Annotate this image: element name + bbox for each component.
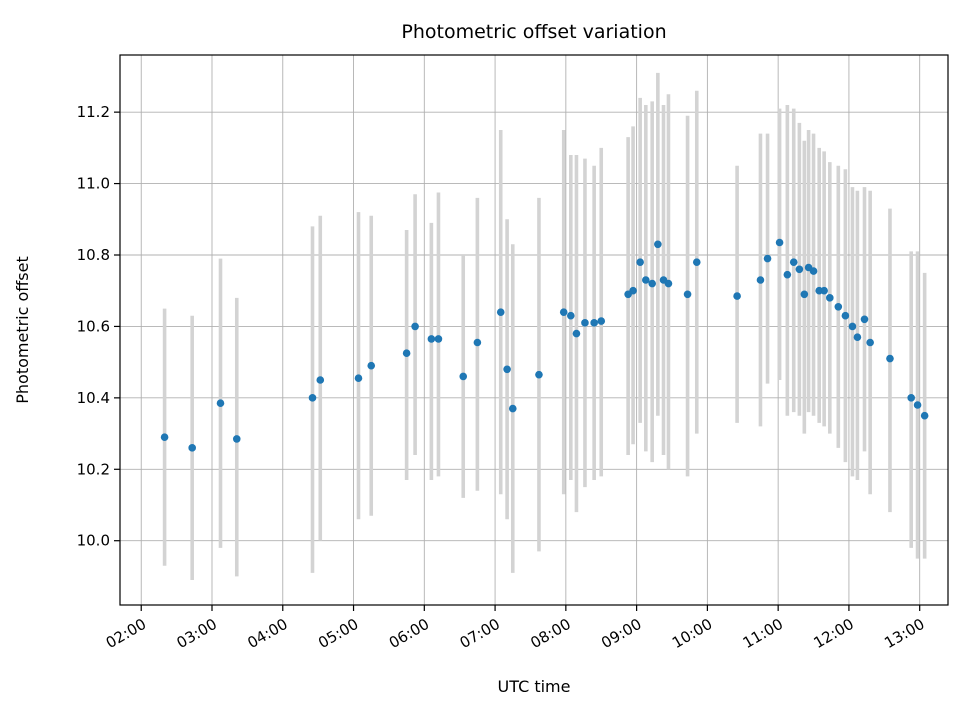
data-point (692, 258, 701, 266)
plot-border (119, 54, 949, 606)
data-point (820, 286, 828, 295)
data-point (763, 254, 772, 263)
data-point (188, 444, 196, 452)
data-point (664, 279, 673, 288)
data-point (636, 258, 644, 266)
data-point (800, 290, 809, 299)
data-point (860, 315, 869, 324)
y-tick-label: 10.4 (77, 389, 110, 407)
data-point (783, 270, 792, 279)
x-tick-label: 02:00 (103, 615, 149, 652)
data-point (567, 311, 575, 320)
data-point (654, 240, 662, 249)
data-point (789, 258, 798, 266)
data-point (848, 322, 857, 331)
data-point (733, 292, 741, 300)
data-point (508, 404, 517, 413)
x-axis-label: UTC time (498, 677, 571, 696)
data-point (597, 317, 606, 325)
data-point (886, 354, 894, 363)
data-point (683, 290, 692, 299)
y-tick-label: 10.0 (77, 532, 110, 550)
x-tick-label: 04:00 (244, 615, 290, 652)
data-point (913, 401, 922, 409)
x-tick-label: 11:00 (740, 615, 786, 652)
x-tick-label: 03:00 (174, 615, 220, 652)
data-point (503, 365, 511, 374)
data-point (775, 238, 784, 247)
data-point (795, 265, 804, 274)
data-point (232, 435, 241, 443)
y-tick-label: 10.2 (77, 460, 110, 478)
x-tick-label: 10:00 (669, 615, 715, 652)
data-point (648, 279, 656, 288)
data-point (402, 349, 411, 358)
data-point (841, 311, 850, 320)
data-point (826, 294, 834, 302)
data-point (866, 338, 874, 347)
x-tick-label: 13:00 (881, 615, 927, 652)
point-layer (160, 238, 929, 452)
y-tick-label: 11.0 (77, 175, 110, 193)
data-point (590, 319, 598, 327)
data-point (920, 411, 929, 420)
y-tick-label: 10.8 (77, 246, 110, 264)
data-point (581, 319, 589, 327)
data-point (559, 308, 568, 316)
data-point (907, 394, 915, 402)
data-point (473, 338, 482, 347)
data-point (496, 308, 505, 316)
y-tick-label: 10.6 (77, 317, 110, 335)
data-point (572, 329, 581, 338)
data-point (834, 302, 843, 311)
data-point (809, 267, 818, 275)
data-point (434, 335, 443, 343)
x-tick-label: 07:00 (457, 615, 503, 652)
data-point (316, 376, 325, 384)
x-tick-label: 09:00 (598, 615, 644, 652)
data-point (459, 372, 468, 381)
data-point (160, 433, 169, 441)
data-point (367, 361, 376, 370)
data-point (853, 333, 862, 341)
data-point (308, 394, 317, 402)
chart-title: Photometric offset variation (401, 21, 666, 43)
data-point (411, 322, 419, 331)
data-point (756, 276, 765, 284)
x-tick-label: 06:00 (386, 615, 432, 652)
data-point (354, 374, 363, 383)
y-axis-label: Photometric offset (13, 256, 32, 404)
y-tick-label: 11.2 (77, 103, 110, 121)
x-tick-label: 05:00 (315, 615, 361, 652)
data-point (642, 276, 650, 284)
data-point (629, 286, 637, 295)
data-point (535, 370, 543, 379)
data-point (216, 399, 225, 408)
x-tick-label: 08:00 (527, 615, 573, 652)
data-point (427, 335, 436, 343)
x-tick-label: 12:00 (810, 615, 856, 652)
